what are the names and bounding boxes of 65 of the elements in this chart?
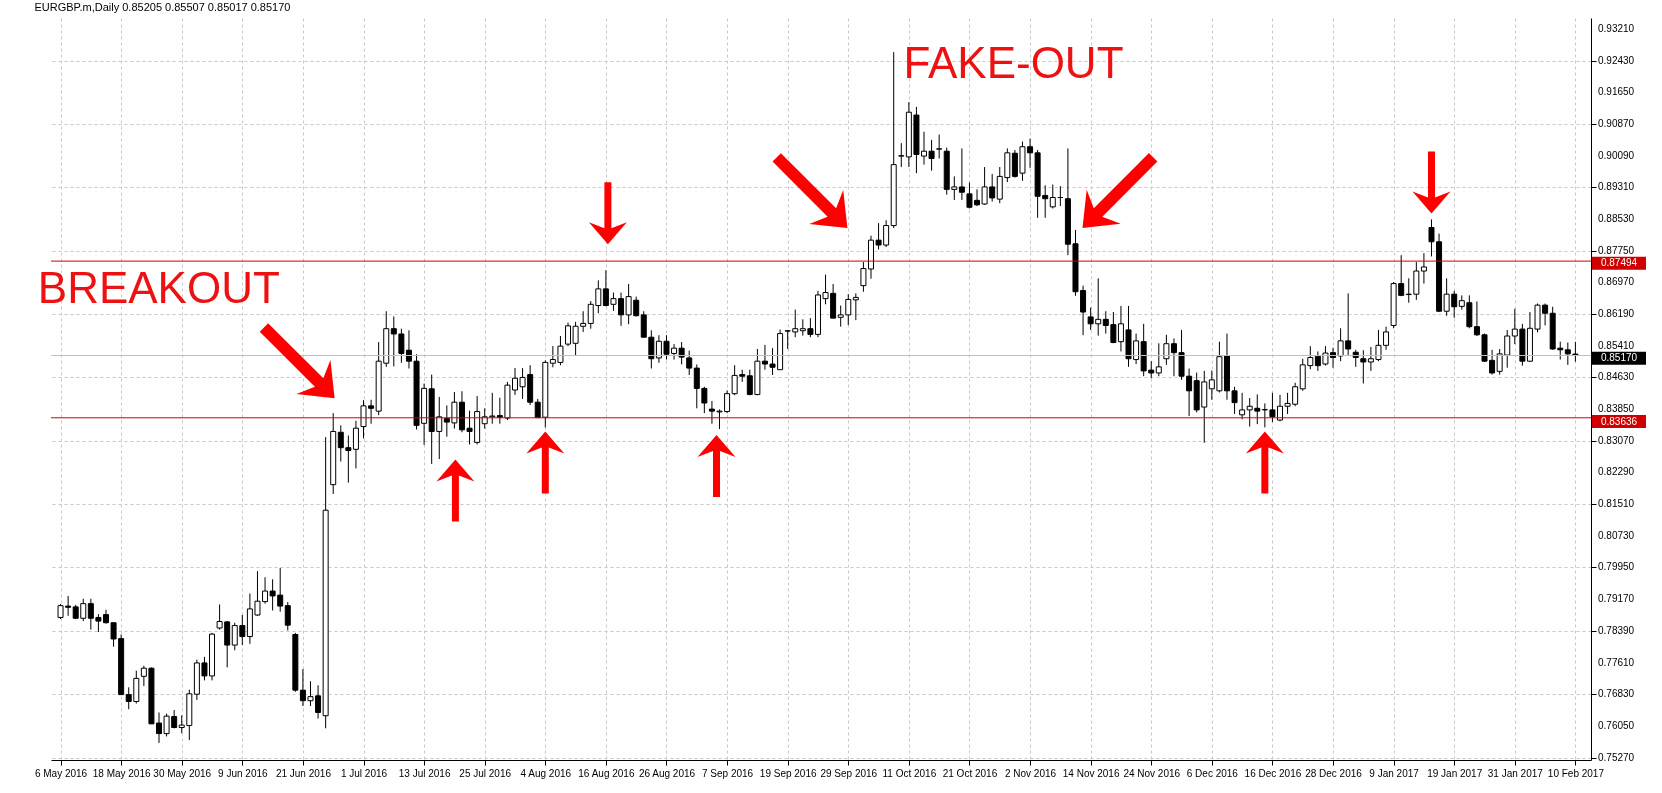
y-tick-label: 0.79950 [1598,561,1635,573]
chart-title: EURGBP.m,Daily 0.85205 0.85507 0.85017 0.85170 [34,1,291,13]
y-tick-label: 0.83070 [1598,434,1635,446]
y-tick-label: 0.77610 [1598,656,1635,668]
x-tick-label: 25 Jul 2016 [459,767,512,779]
y-tick-label: 0.79170 [1598,593,1635,605]
y-tick-label: 0.81510 [1598,498,1635,510]
x-tick-label: 29 Sep 2016 [820,767,878,779]
y-tick-label: 0.90870 [1598,118,1635,129]
annotation: FAKE-OUT [903,38,1124,88]
x-tick-label: 19 Jan 2017 [1427,767,1483,779]
x-tick-label: 14 Nov 2016 [1062,767,1120,779]
y-tick-label: 0.90090 [1598,149,1635,161]
y-tick-label: 0.76830 [1598,688,1635,700]
y-tick-label: 0.76050 [1598,719,1635,731]
ref-line-label: 0.87494 [1600,257,1638,269]
candlestick [852,292,859,321]
x-tick-label: 24 Nov 2016 [1123,767,1181,779]
x-tick-label: 11 Oct 2016 [882,767,937,779]
x-tick-label: 6 Dec 2016 [1186,767,1239,779]
y-tick-label: 0.84630 [1598,371,1635,383]
y-tick-label: 0.78390 [1598,624,1635,636]
y-tick-label: 0.85410 [1598,339,1635,351]
candlestick [958,147,965,201]
x-tick-label: 31 Jan 2017 [1487,767,1544,779]
x-tick-label: 26 Aug 2016 [638,767,696,779]
candlestick [1239,392,1246,420]
x-tick-label: 19 Sep 2016 [759,767,817,779]
x-tick-label: 9 Jan 2017 [1369,767,1420,779]
y-tick-label: 0.88530 [1598,213,1635,225]
y-tick-label: 0.75270 [1598,751,1635,763]
candlestick [1420,252,1427,285]
candlestick [936,134,943,160]
x-tick-label: 28 Dec 2016 [1305,767,1363,779]
x-tick-label: 16 Dec 2016 [1244,767,1302,779]
x-tick-label: 18 May 2016 [92,767,151,779]
x-tick-label: 6 May 2016 [34,767,88,779]
x-tick-label: 21 Oct 2016 [942,767,998,779]
x-tick-label: 16 Aug 2016 [578,767,635,779]
y-tick-label: 0.86970 [1598,276,1635,288]
y-tick-label: 0.86190 [1598,308,1635,320]
x-tick-label: 21 Jun 2016 [275,767,332,779]
x-tick-label: 10 Feb 2017 [1547,767,1605,779]
y-tick-label: 0.83850 [1598,403,1635,415]
x-tick-label: 4 Aug 2016 [520,767,572,779]
candlestick [898,142,905,168]
x-tick-label: 13 Jul 2016 [398,767,451,779]
x-tick-label: 1 Jul 2016 [340,767,388,779]
ref-line-label: 0.85170 [1600,352,1638,364]
y-tick-label: 0.92430 [1598,54,1635,66]
candlestick [284,601,291,631]
y-tick-label: 0.91650 [1598,86,1635,98]
y-tick-label: 0.82290 [1598,466,1635,478]
y-tick-label: 0.89310 [1598,181,1635,193]
x-tick-label: 9 Jun 2016 [218,767,268,779]
candlestick [1360,349,1367,385]
x-tick-label: 2 Nov 2016 [1004,767,1057,779]
y-tick-label: 0.87750 [1598,244,1635,256]
x-tick-label: 30 May 2016 [153,767,212,779]
ref-line-label: 0.83636 [1600,415,1638,427]
annotation: BREAKOUT [37,262,280,312]
candlestick [1155,342,1162,377]
y-tick-label: 0.80730 [1598,529,1635,541]
y-tick-label: 0.93210 [1598,22,1635,34]
x-tick-label: 7 Sep 2016 [701,767,754,779]
